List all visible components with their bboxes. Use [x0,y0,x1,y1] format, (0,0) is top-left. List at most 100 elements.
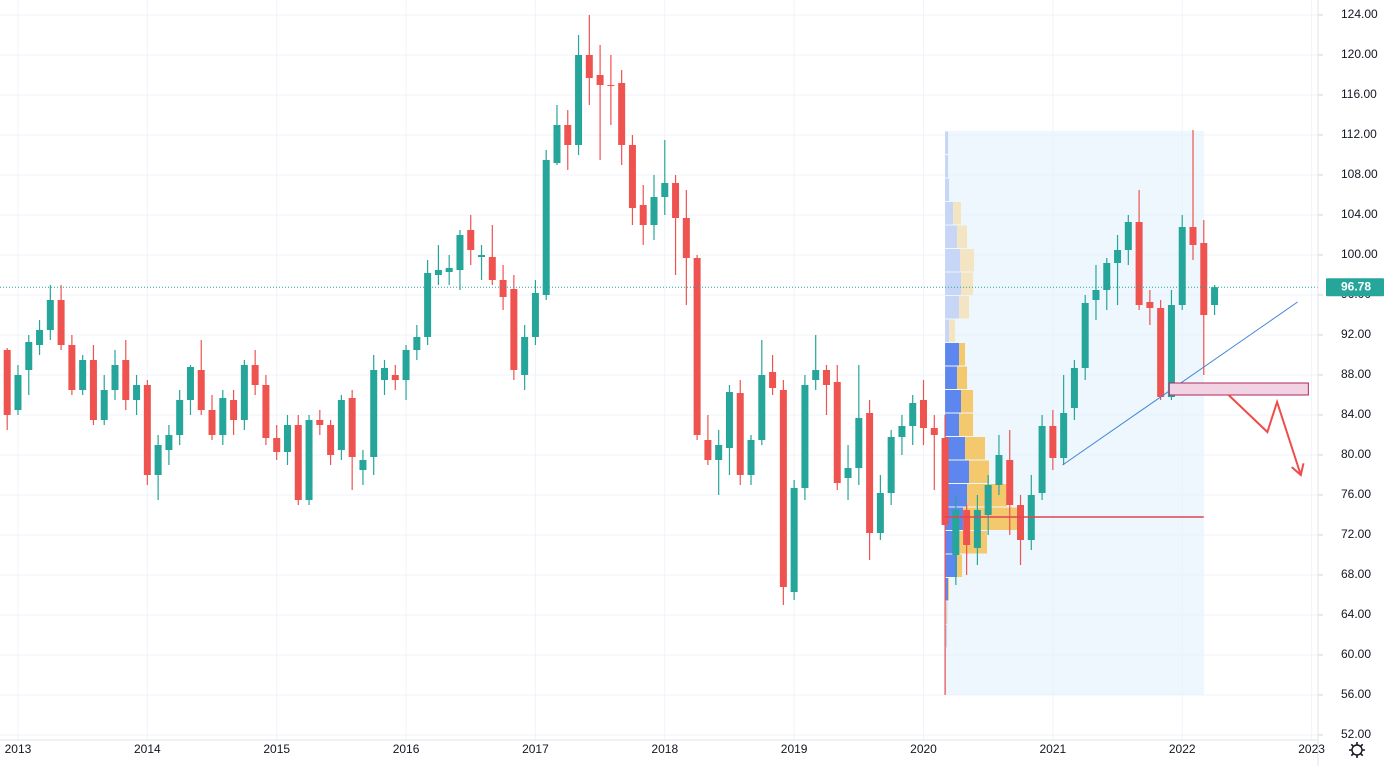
candle-body [402,350,410,380]
y-tick-label: 124.00 [1341,7,1378,21]
y-tick-label: 84.00 [1341,407,1371,421]
y-tick-label: 56.00 [1341,687,1371,701]
profile-down [953,202,962,225]
candle-body [1124,222,1132,250]
candle-body [1157,308,1165,397]
candle-body [920,400,927,428]
candle-body [1189,227,1197,245]
candle-body [1070,368,1078,408]
candle-body [952,510,960,555]
candle-body [337,400,345,450]
candle-body [531,293,539,337]
y-tick-label: 80.00 [1341,447,1371,461]
candle-body [607,85,615,86]
profile-down [949,319,956,342]
y-tick-label: 52.00 [1341,727,1371,741]
arrow-head [1291,463,1305,477]
candle-body [413,337,421,350]
y-tick-label: 116.00 [1341,87,1377,101]
profile-down [961,390,974,413]
candle-body [348,398,356,457]
candle-body [1146,302,1154,308]
y-tick-label: 76.00 [1341,487,1371,501]
candle-body [89,360,97,420]
candle-body [294,425,302,500]
profile-down [947,601,949,624]
profile-up [945,413,960,436]
candle-body [176,400,184,435]
candle-body [283,425,291,452]
y-tick-label: 60.00 [1341,647,1371,661]
candle-body [747,440,755,475]
x-tick-label: 2022 [1169,742,1196,756]
candle-body [585,55,593,78]
x-tick-label: 2015 [263,742,290,756]
candle-body [359,460,367,470]
y-tick-label: 68.00 [1341,567,1371,581]
candle-body [36,330,44,345]
candle-body [758,375,766,440]
profile-up [945,131,949,154]
candle-body [661,183,669,197]
candle-body [327,425,335,455]
candle-body [219,398,227,435]
x-tick-label: 2018 [651,742,678,756]
candle-body [391,375,399,380]
candle-body [855,418,863,468]
profile-down [961,272,974,295]
candle-body [844,468,852,478]
candle-body [510,289,518,370]
arrow-path [1227,394,1302,476]
overlays [0,286,1318,518]
profile-down [965,437,986,460]
settings-icon[interactable] [1349,742,1365,758]
profile-up [945,578,949,601]
candle-body [995,455,1003,485]
candle-body [467,230,475,250]
profile-up [945,155,949,178]
candle-body [46,300,54,330]
profile-up [945,272,962,295]
x-tick-label: 2020 [910,742,937,756]
candle-body [876,493,884,533]
profile-up [945,296,960,319]
zone-box [1168,382,1309,396]
candle-body [521,337,529,375]
candle-body [1049,426,1057,458]
y-tick-label: 108.00 [1341,167,1378,181]
x-tick-label: 2023 [1298,742,1325,756]
candle-body [305,420,313,500]
profile-up [945,319,950,342]
candle-body [1135,222,1143,305]
profile-up [945,460,970,483]
candle-body [165,435,173,450]
y-tick-label: 112.00 [1341,127,1377,141]
candle-body [100,390,108,420]
candle-body [693,258,701,435]
y-tick-label: 64.00 [1341,607,1371,621]
profile-up [945,437,966,460]
candle-body [1211,287,1219,305]
candle-body [682,218,690,258]
candle-body [230,400,238,420]
candle-body [801,385,809,488]
y-tick-label: 100.00 [1341,247,1378,261]
candle-body [930,428,938,435]
profile-down [959,296,970,319]
x-tick-label: 2017 [522,742,549,756]
candle-body [316,420,324,425]
candle-body [909,403,917,426]
candle-body [111,365,119,390]
candle-body [1200,243,1208,315]
candle-body [456,235,464,270]
profile-down [960,249,975,272]
profile-down [959,413,974,436]
candle-body [596,75,604,85]
candle-body [1167,305,1175,397]
candle-body [1103,263,1111,290]
profile-up [945,554,958,577]
candle-body [725,392,733,448]
candle-body [499,280,507,297]
candle-body [1038,426,1046,493]
y-tick-label: 104.00 [1341,207,1378,221]
